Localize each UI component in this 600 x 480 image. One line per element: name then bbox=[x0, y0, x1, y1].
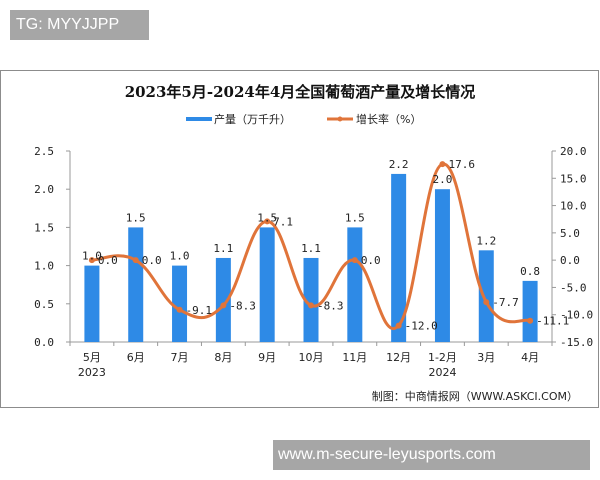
x-axis-year-label: 2023 bbox=[78, 366, 106, 379]
growth-rate-marker bbox=[395, 322, 402, 329]
legend-line-marker-icon bbox=[337, 116, 343, 122]
growth-rate-marker bbox=[308, 302, 314, 309]
line-value-label: -12.0 bbox=[405, 320, 438, 333]
right-axis-tick-label: -10.0 bbox=[560, 309, 593, 322]
bar bbox=[259, 227, 275, 342]
growth-rate-marker bbox=[483, 299, 490, 306]
right-axis-tick-label: 15.0 bbox=[560, 172, 587, 185]
line-value-label: 0.0 bbox=[98, 254, 118, 267]
bar bbox=[84, 265, 100, 342]
x-axis-category-label: 9月 bbox=[258, 351, 276, 364]
bar-value-label: 1.0 bbox=[170, 250, 190, 263]
legend: 产量（万千升） 增长率（%） bbox=[186, 112, 421, 126]
growth-rate-marker bbox=[439, 161, 446, 168]
growth-rate-marker bbox=[88, 257, 95, 264]
line-value-label: 17.6 bbox=[448, 158, 475, 171]
bar bbox=[434, 189, 450, 342]
growth-rate-marker bbox=[351, 257, 358, 264]
line-value-label: -9.1 bbox=[186, 304, 213, 317]
growth-rate-marker bbox=[264, 218, 271, 225]
growth-line bbox=[88, 161, 534, 330]
left-axis-tick-label: 1.5 bbox=[34, 221, 54, 234]
line-value-label: 7.1 bbox=[273, 215, 293, 228]
legend-bar-label: 产量（万千升） bbox=[214, 112, 291, 126]
line-value-label: -7.7 bbox=[492, 296, 518, 309]
left-axis-tick-label: 0.5 bbox=[34, 298, 54, 311]
left-axis-tick-label: 2.5 bbox=[34, 145, 54, 158]
bar-value-label: 1.0 bbox=[82, 250, 102, 263]
chart-frame bbox=[0, 70, 599, 408]
bar bbox=[347, 227, 363, 342]
right-axis-tick-label: 20.0 bbox=[560, 145, 587, 158]
left-axis-tick-label: 0.0 bbox=[34, 336, 54, 349]
source-note: 制图：中商情报网（WWW.ASKCI.COM） bbox=[372, 389, 578, 403]
line-value-label: -8.3 bbox=[229, 299, 256, 312]
growth-rate-marker bbox=[132, 257, 139, 264]
data-labels: 1.0 1.5 1.0 1.1 1.5 1.1 1.5 2.2 2.0 1.2 0.8 0.0 0.0 -… bbox=[82, 158, 569, 333]
right-axis-tick-label: -5.0 bbox=[560, 281, 587, 294]
x-axis-category-label: 8月 bbox=[214, 351, 232, 364]
growth-rate-marker bbox=[527, 317, 534, 324]
line-value-label: 0.0 bbox=[142, 254, 162, 267]
legend-bar-swatch-icon bbox=[186, 117, 212, 121]
bar bbox=[215, 257, 231, 342]
x-axis-category-label: 3月 bbox=[477, 351, 495, 364]
bar-value-label: 1.5 bbox=[126, 211, 146, 224]
bar-value-label: 1.2 bbox=[476, 234, 496, 247]
bar bbox=[128, 227, 144, 342]
right-axis-tick-label: 5.0 bbox=[560, 227, 580, 240]
left-axis-tick-label: 1.0 bbox=[34, 260, 54, 273]
legend-line-label: 增长率（%） bbox=[356, 112, 421, 126]
bars bbox=[84, 173, 538, 342]
bar-value-label: 2.0 bbox=[433, 173, 453, 186]
bottom-watermark-badge: www.m-secure-leyusports.com bbox=[273, 440, 590, 470]
top-watermark-badge: TG: MYYJJPP bbox=[10, 10, 149, 40]
x-axis-category-label: 10月 bbox=[299, 351, 324, 364]
bar-value-label: 1.5 bbox=[257, 211, 277, 224]
bar-value-label: 1.5 bbox=[345, 211, 365, 224]
x-axis-category-label: 1-2月 bbox=[428, 351, 457, 364]
bar bbox=[172, 265, 188, 342]
right-axis-tick-label: -15.0 bbox=[560, 336, 593, 349]
right-axis-tick-label: 10.0 bbox=[560, 200, 587, 213]
bar bbox=[303, 257, 319, 342]
bar-value-label: 1.1 bbox=[301, 242, 321, 255]
line-value-label: -11.1 bbox=[536, 315, 569, 328]
left-axis-tick-label: 2.0 bbox=[34, 183, 54, 196]
chart-title: 2023年5月-2024年4月全国葡萄酒产量及增长情况 bbox=[125, 83, 476, 101]
x-axis-category-label: 11月 bbox=[342, 351, 367, 364]
right-axis-tick-label: 0.0 bbox=[560, 254, 580, 267]
bar bbox=[522, 280, 538, 342]
bar-value-label: 0.8 bbox=[520, 265, 540, 278]
bar-value-label: 2.2 bbox=[389, 158, 409, 171]
x-axis-category-label: 4月 bbox=[521, 351, 539, 364]
x-axis-category-label: 6月 bbox=[127, 351, 145, 364]
bar bbox=[478, 250, 494, 342]
growth-rate-marker bbox=[220, 302, 227, 309]
axes: 0.0 0.5 1.0 1.5 2.0 2.5 -15.0 -10.0 -5.0 0.0 5.0 10… bbox=[34, 145, 593, 379]
bar-value-label: 1.1 bbox=[213, 242, 233, 255]
line-value-label: -8.3 bbox=[317, 299, 344, 312]
growth-rate-marker bbox=[176, 306, 183, 313]
x-axis-year-label: 2024 bbox=[428, 366, 456, 379]
x-axis-category-label: 12月 bbox=[386, 351, 411, 364]
x-axis-category-label: 7月 bbox=[171, 351, 189, 364]
line-value-label: 0.0 bbox=[361, 254, 381, 267]
x-axis-category-label: 5月 bbox=[83, 351, 101, 364]
bar bbox=[391, 173, 407, 342]
